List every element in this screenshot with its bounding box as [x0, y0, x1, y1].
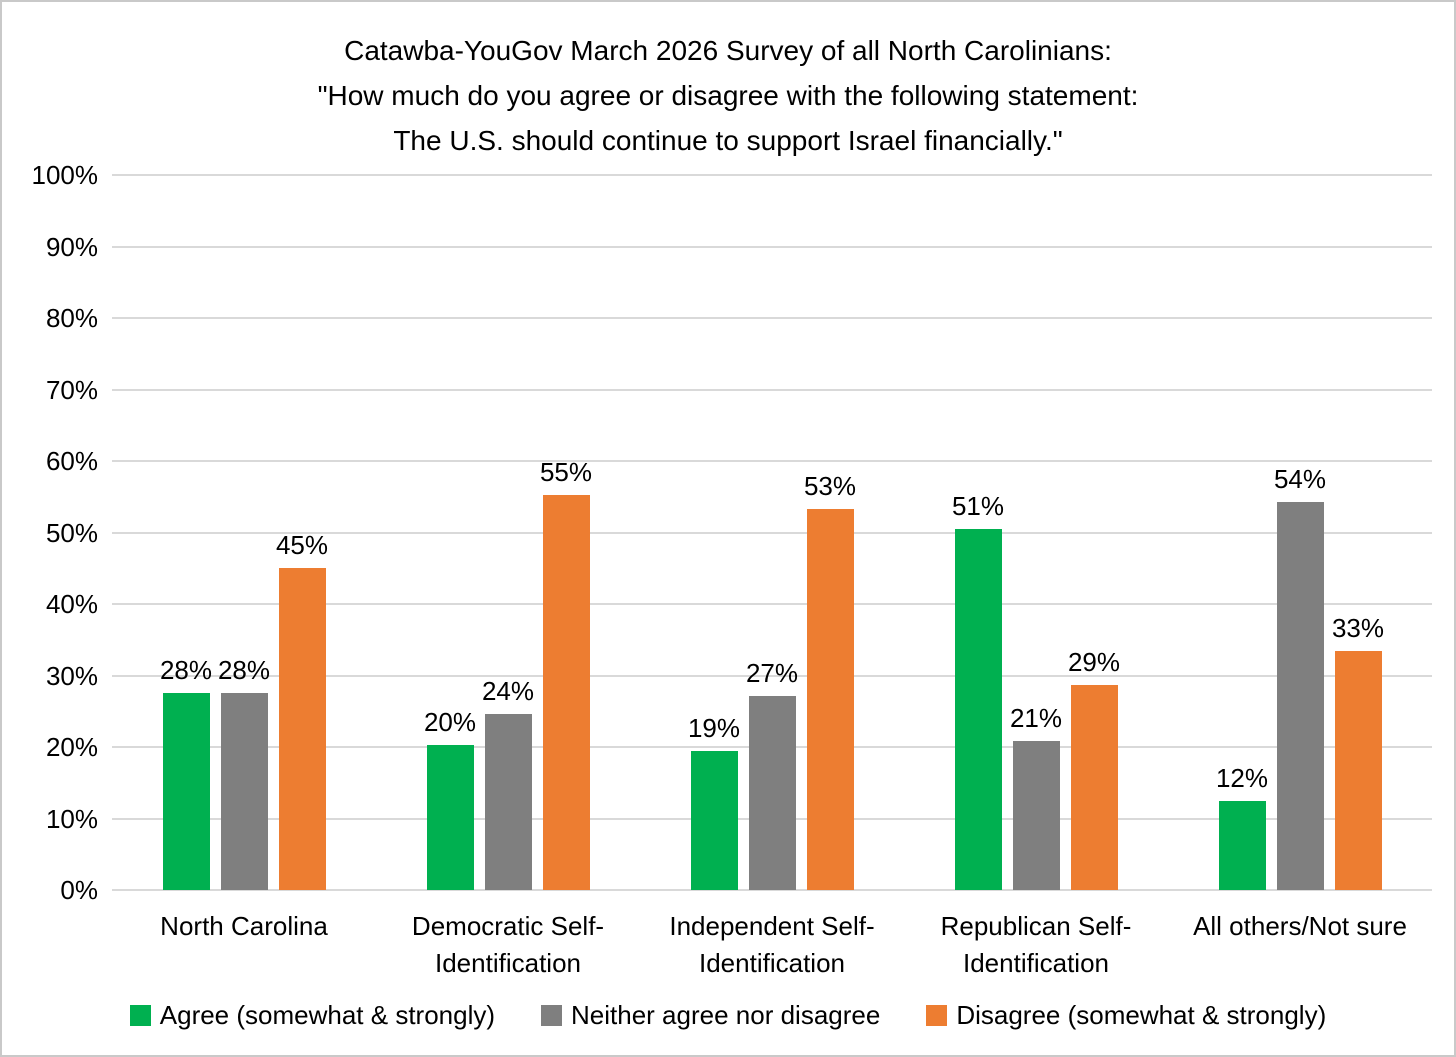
bar-series-0-category-4	[1218, 801, 1266, 890]
x-axis-category-label: Independent Self-Identification	[669, 911, 875, 978]
x-axis-category-label: All others/Not sure	[1193, 911, 1407, 941]
x-axis-category-label: Democratic Self-Identification	[411, 911, 605, 978]
data-label: 29%	[1067, 646, 1121, 677]
y-axis: 0% 10% 20% 30% 40% 50% 60% 70% 80% 90% 100%	[2, 160, 99, 905]
y-axis-tick-label: 0%	[60, 875, 98, 905]
bar-series-0-category-2	[690, 751, 738, 890]
data-label: 27%	[745, 657, 799, 688]
legend-item-2: Disagree (somewhat & strongly)	[926, 1000, 1326, 1030]
data-label: 54%	[1273, 463, 1327, 494]
plot-area: 28% 28% 45% 20% 24% 55% 19% 27% 53% 51% 21% 29% 12% 5…	[112, 174, 1432, 891]
data-label: 21%	[1009, 703, 1063, 734]
data-label: 51%	[951, 490, 1005, 521]
bar-series-1-category-3	[1012, 741, 1060, 890]
legend-label: Neither agree nor disagree	[571, 1000, 881, 1030]
y-axis-tick-label: 60%	[45, 446, 98, 476]
bar-series-1-category-0	[220, 693, 268, 890]
data-label: 24%	[481, 676, 535, 707]
legend-swatch-icon	[129, 1004, 151, 1026]
data-label: 28%	[159, 655, 213, 686]
gridline-60	[112, 460, 1432, 462]
gridline-100	[112, 174, 1432, 176]
chart-title-line-1: Catawba-YouGov March 2026 Survey of all …	[344, 35, 1112, 66]
bar-series-2-category-4	[1334, 651, 1382, 890]
bar-series-1-category-1	[484, 714, 532, 890]
data-label: 20%	[423, 706, 477, 737]
legend-item-1: Neither agree nor disagree	[541, 1000, 880, 1030]
bar-series-1-category-4	[1276, 501, 1324, 890]
x-axis: North Carolina Democratic Self-Identifica…	[112, 908, 1432, 988]
y-axis-tick-label: 80%	[45, 303, 98, 333]
bar-series-2-category-1	[542, 494, 590, 890]
bar-series-2-category-3	[1070, 684, 1118, 890]
bar-series-2-category-2	[806, 508, 854, 890]
y-axis-tick-label: 90%	[45, 231, 98, 262]
gridline-0	[112, 889, 1432, 891]
y-axis-tick-label: 100%	[31, 160, 99, 190]
gridline-40	[112, 603, 1432, 605]
chart-title-line-3: The U.S. should continue to support Isra…	[393, 125, 1063, 156]
x-axis-category-label: Republican Self-Identification	[940, 911, 1132, 978]
bar-series-1-category-2	[748, 695, 796, 890]
legend-label: Disagree (somewhat & strongly)	[956, 1000, 1327, 1030]
gridline-80	[112, 317, 1432, 319]
legend-item-0: Agree (somewhat & strongly)	[129, 1000, 496, 1030]
gridline-70	[112, 388, 1432, 391]
chart-title: Catawba-YouGov March 2026 Survey of all …	[2, 28, 1454, 163]
y-axis-tick-label: 40%	[45, 589, 98, 619]
bar-series-0-category-0	[162, 693, 210, 890]
y-axis-tick-label: 70%	[45, 374, 98, 405]
y-axis-tick-label: 30%	[45, 660, 98, 691]
data-label: 45%	[275, 530, 329, 561]
y-axis-tick-label: 50%	[45, 517, 98, 548]
gridline-50	[112, 531, 1432, 534]
data-label: 28%	[217, 655, 271, 686]
gridline-30	[112, 674, 1432, 677]
bar-series-0-category-3	[954, 528, 1002, 890]
data-label: 12%	[1215, 763, 1269, 794]
data-label: 19%	[687, 713, 741, 744]
gridline-90	[112, 245, 1432, 248]
legend-swatch-icon	[926, 1004, 948, 1026]
chart-title-line-2: "How much do you agree or disagree with …	[317, 80, 1139, 111]
bar-series-2-category-0	[278, 568, 326, 890]
data-label: 55%	[539, 456, 593, 487]
legend: Agree (somewhat & strongly) Neither agree…	[2, 1000, 1454, 1030]
data-label: 33%	[1331, 613, 1385, 644]
y-axis-tick-label: 20%	[45, 732, 98, 762]
x-axis-category-label: North Carolina	[160, 911, 328, 941]
data-label: 53%	[803, 470, 857, 501]
y-axis-tick-label: 10%	[45, 803, 98, 834]
legend-label: Agree (somewhat & strongly)	[159, 1000, 496, 1030]
legend-swatch-icon	[541, 1004, 563, 1026]
bar-series-0-category-1	[426, 744, 474, 890]
